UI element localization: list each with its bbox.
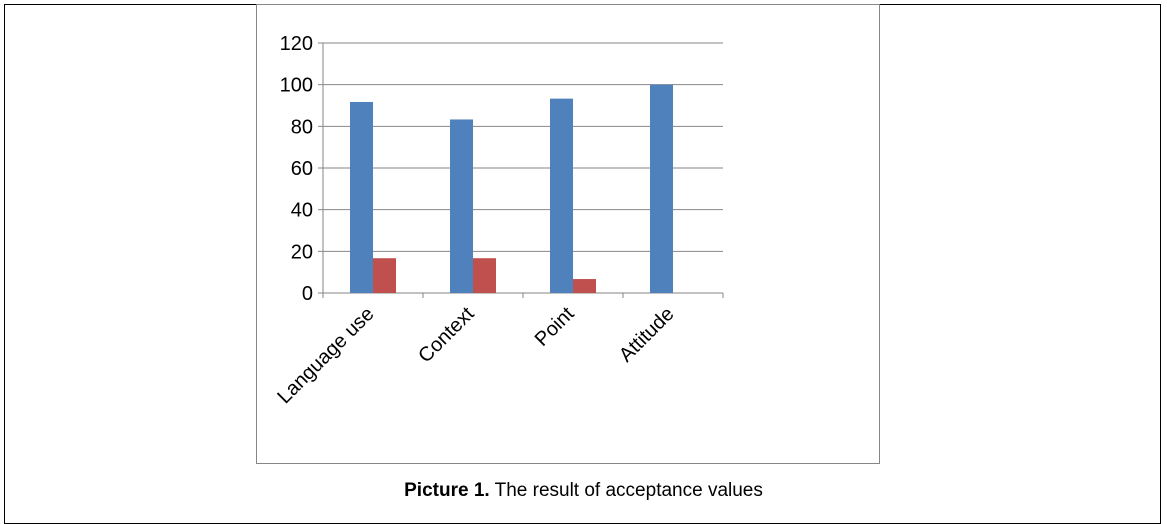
bar-1 — [350, 101, 373, 293]
caption-text: The result of acceptance values — [494, 480, 763, 501]
y-tick-label: 0 — [302, 283, 313, 305]
bar-1 — [650, 84, 673, 294]
y-tick-label: 120 — [280, 33, 313, 55]
y-tick-label: 60 — [291, 158, 313, 180]
bar-2 — [473, 258, 496, 293]
figure-caption: Picture 1. The result of acceptance valu… — [0, 480, 1167, 502]
chart-frame: 0 20 40 60 80 100 120 Language use Context Point A… — [256, 4, 880, 464]
x-tick-label: Attitude — [615, 303, 679, 367]
bar-2 — [573, 279, 596, 293]
bar-1 — [550, 98, 573, 293]
y-tick-label: 20 — [291, 241, 313, 263]
bar-chart: 0 20 40 60 80 100 120 Language use Context Point A… — [273, 33, 724, 408]
y-tick-label: 100 — [280, 75, 313, 97]
y-tick-label: 80 — [291, 116, 313, 138]
bar-2 — [373, 258, 396, 293]
x-tick-label: Context — [414, 303, 479, 368]
x-tick-label: Language use — [273, 303, 378, 408]
y-tick-label: 40 — [291, 200, 313, 222]
bar-1 — [450, 119, 473, 293]
caption-label: Picture 1. — [404, 480, 490, 501]
x-tick-label: Point — [531, 303, 579, 351]
